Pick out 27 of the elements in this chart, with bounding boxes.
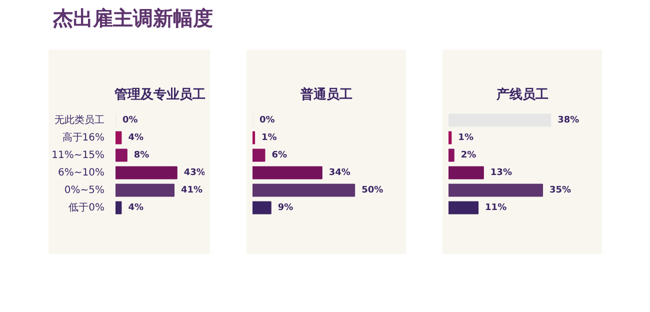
y-tick-label: 高于16% (62, 131, 105, 144)
data-label: 0% (260, 115, 275, 126)
chart-title: 产线员工 (496, 86, 548, 102)
data-label: 4% (128, 202, 144, 213)
data-label: 50% (362, 185, 384, 196)
data-label: 38% (558, 115, 580, 126)
y-tick-label: 6%~10% (58, 167, 105, 178)
data-label: 2% (460, 150, 476, 160)
data-label: 34% (328, 168, 350, 178)
data-label: 41% (181, 185, 203, 196)
data-label: 0% (122, 115, 138, 126)
data-label: 1% (458, 132, 474, 143)
text: 杰出雇主调新幅度 (53, 5, 213, 32)
y-tick-label: 无此类员工 (54, 114, 104, 126)
data-label: 35% (550, 185, 572, 196)
data-label: 4% (128, 132, 144, 143)
y-tick-label: 低于0% (68, 202, 105, 214)
chart-title: 普通员工 (300, 86, 352, 102)
data-label: 8% (134, 150, 150, 160)
data-label: 11% (485, 202, 507, 213)
chart-title: 管理及专业员工 (114, 86, 206, 102)
y-tick-label: 11%~15% (52, 150, 105, 161)
data-label: 6% (272, 150, 288, 160)
data-label: 13% (490, 168, 512, 178)
data-label: 1% (262, 132, 277, 143)
y-tick-label: 0%~5% (64, 184, 104, 196)
data-label: 9% (278, 202, 294, 213)
